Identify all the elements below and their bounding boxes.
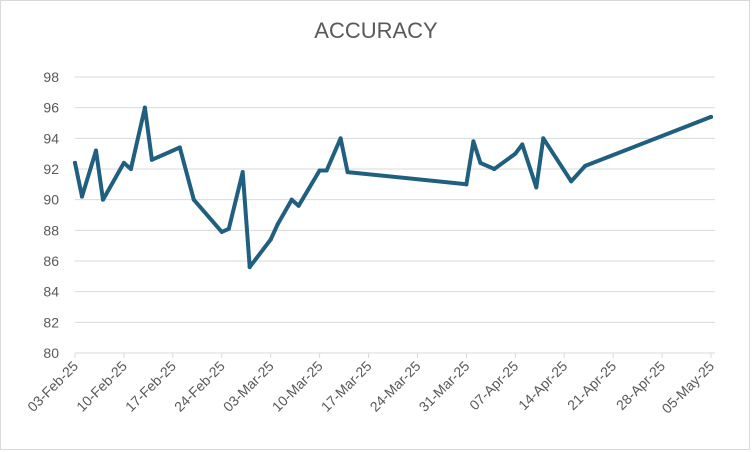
chart-title: ACCURACY (314, 18, 438, 43)
x-tick-label: 21-Apr-25 (564, 358, 619, 413)
y-tick-label: 86 (43, 253, 59, 269)
data-point (478, 160, 483, 165)
data-point (464, 182, 469, 187)
data-point (541, 136, 546, 141)
data-point (709, 114, 713, 119)
x-tick-label: 03-Feb-25 (24, 358, 81, 415)
data-point (177, 145, 182, 150)
data-point (534, 185, 539, 190)
series-line (73, 105, 713, 270)
x-tick-label: 24-Mar-25 (367, 358, 424, 415)
x-tick-label: 07-Apr-25 (466, 358, 521, 413)
data-point (219, 229, 224, 234)
y-tick-label: 80 (43, 345, 59, 361)
y-tick-label: 84 (43, 284, 59, 300)
series-layer (73, 105, 713, 270)
y-tick-label: 92 (43, 161, 59, 177)
data-point (226, 226, 231, 231)
x-tick-label: 17-Feb-25 (122, 358, 179, 415)
data-point (471, 139, 476, 144)
data-point (73, 160, 77, 165)
data-point (289, 197, 294, 202)
axes: 8082848688909294969803-Feb-2510-Feb-2517… (24, 69, 717, 416)
data-point (93, 148, 98, 153)
y-tick-label: 98 (43, 69, 59, 85)
data-point (191, 197, 196, 202)
y-tick-label: 96 (43, 100, 59, 116)
data-point (583, 163, 588, 168)
data-point (324, 168, 329, 173)
data-point (513, 151, 518, 156)
data-point (520, 142, 525, 147)
data-point (128, 167, 133, 171)
x-tick-label: 05-May-25 (658, 358, 717, 417)
x-tick-label: 24-Feb-25 (171, 358, 228, 415)
data-point (121, 160, 126, 165)
x-tick-label: 10-Mar-25 (269, 358, 326, 415)
data-point (268, 237, 273, 242)
x-tick-label: 31-Mar-25 (416, 358, 473, 415)
y-tick-label: 94 (43, 130, 59, 146)
y-tick-label: 82 (43, 314, 59, 330)
data-point (492, 167, 497, 171)
data-point (317, 168, 322, 173)
data-point (275, 222, 280, 227)
y-tick-label: 88 (43, 222, 59, 238)
x-tick-label: 03-Mar-25 (220, 358, 277, 415)
x-tick-label: 10-Feb-25 (73, 358, 130, 415)
data-point (338, 136, 343, 141)
gridlines (75, 76, 715, 323)
data-point (79, 194, 84, 199)
data-point (569, 179, 574, 184)
data-point (100, 197, 105, 202)
data-point (247, 265, 252, 270)
data-point (296, 203, 301, 208)
data-point (149, 157, 154, 162)
x-tick-label: 14-Apr-25 (515, 358, 570, 413)
data-point (142, 105, 147, 110)
data-point (345, 170, 350, 175)
y-tick-label: 90 (43, 192, 59, 208)
data-point (240, 170, 245, 175)
x-tick-label: 17-Mar-25 (318, 358, 375, 415)
